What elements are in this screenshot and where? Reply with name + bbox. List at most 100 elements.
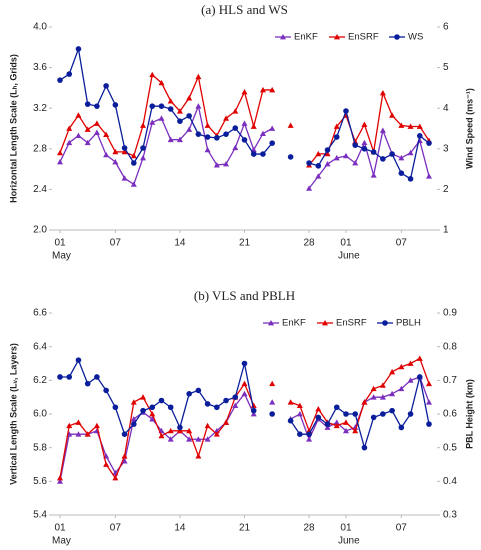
y-tick-label: 3.2 xyxy=(33,103,47,114)
marker xyxy=(407,149,414,156)
series-line xyxy=(308,108,430,180)
legend-label: WS xyxy=(408,32,423,43)
marker xyxy=(195,453,202,459)
marker xyxy=(176,108,183,114)
x-tick-label: 14 xyxy=(174,523,186,534)
marker xyxy=(352,142,359,148)
marker xyxy=(306,185,313,191)
y2-tick-label: 1 xyxy=(443,225,449,236)
marker xyxy=(213,431,220,437)
legend-label: EnSRF xyxy=(336,318,367,329)
marker xyxy=(389,390,396,397)
marker xyxy=(167,136,174,143)
legend-label: EnSRF xyxy=(348,32,379,43)
series-line xyxy=(59,73,273,157)
marker xyxy=(398,154,405,161)
marker xyxy=(94,103,100,109)
marker xyxy=(186,126,193,132)
marker xyxy=(195,436,202,442)
marker xyxy=(370,414,377,421)
marker xyxy=(324,150,331,157)
series-line xyxy=(59,103,273,186)
marker xyxy=(241,120,248,126)
legend-label: PBLH xyxy=(396,318,421,329)
marker xyxy=(241,390,248,397)
marker xyxy=(352,427,359,434)
marker xyxy=(315,414,322,421)
y-tick-label: 6.2 xyxy=(33,375,47,386)
marker xyxy=(140,154,147,161)
x-tick-label: 01 xyxy=(340,238,352,249)
marker xyxy=(57,77,63,83)
marker xyxy=(112,148,119,155)
marker xyxy=(94,374,100,380)
marker xyxy=(66,125,73,131)
marker xyxy=(352,411,359,417)
marker xyxy=(241,380,248,387)
marker xyxy=(315,405,322,412)
marker xyxy=(167,436,174,442)
marker xyxy=(232,394,239,400)
y2-tick-label: 0.9 xyxy=(443,308,457,319)
marker xyxy=(342,419,349,425)
series-line xyxy=(290,357,430,433)
marker xyxy=(269,411,275,417)
marker xyxy=(343,108,349,114)
marker xyxy=(103,461,110,467)
marker xyxy=(84,139,91,146)
marker xyxy=(287,399,294,405)
chart-title: (a) HLS and WS xyxy=(201,2,288,17)
marker xyxy=(269,125,276,131)
marker xyxy=(296,411,303,417)
marker xyxy=(149,71,156,78)
marker xyxy=(232,144,239,151)
marker xyxy=(287,122,294,128)
marker xyxy=(103,131,110,137)
marker xyxy=(269,86,276,93)
marker xyxy=(213,162,220,168)
marker xyxy=(195,387,202,394)
x-tick-label: 01 xyxy=(54,238,66,249)
marker xyxy=(204,134,211,140)
y-tick-label: 6.4 xyxy=(33,341,47,352)
marker xyxy=(398,363,405,370)
marker xyxy=(426,421,432,427)
marker xyxy=(177,424,183,431)
marker xyxy=(361,139,368,146)
marker xyxy=(186,427,193,434)
marker xyxy=(269,399,276,405)
marker xyxy=(232,402,239,408)
marker xyxy=(370,172,377,178)
marker xyxy=(306,431,312,438)
marker xyxy=(241,88,248,95)
marker xyxy=(121,431,128,438)
marker xyxy=(57,149,63,156)
marker xyxy=(149,416,156,422)
marker xyxy=(407,377,414,383)
marker xyxy=(407,176,414,182)
marker xyxy=(250,123,257,129)
marker xyxy=(260,151,266,157)
y-tick-label: 2.8 xyxy=(33,143,47,154)
marker xyxy=(149,119,156,125)
month-label: June xyxy=(338,251,360,262)
y2-tick-label: 4 xyxy=(443,103,449,114)
legend-marker xyxy=(334,34,340,40)
marker xyxy=(416,123,423,129)
marker xyxy=(130,152,137,159)
marker xyxy=(121,458,128,464)
marker xyxy=(75,357,82,363)
marker xyxy=(269,380,276,387)
marker xyxy=(333,422,340,429)
y2-axis-label: Wind Speed (ms⁻¹) xyxy=(464,88,474,169)
marker xyxy=(93,129,100,135)
marker xyxy=(232,108,239,114)
marker xyxy=(223,131,229,137)
marker xyxy=(426,399,432,405)
marker xyxy=(149,103,156,109)
marker xyxy=(130,181,137,187)
marker xyxy=(426,380,432,387)
month-label: June xyxy=(338,536,360,547)
y2-tick-label: 5 xyxy=(443,62,449,73)
marker xyxy=(342,152,349,159)
